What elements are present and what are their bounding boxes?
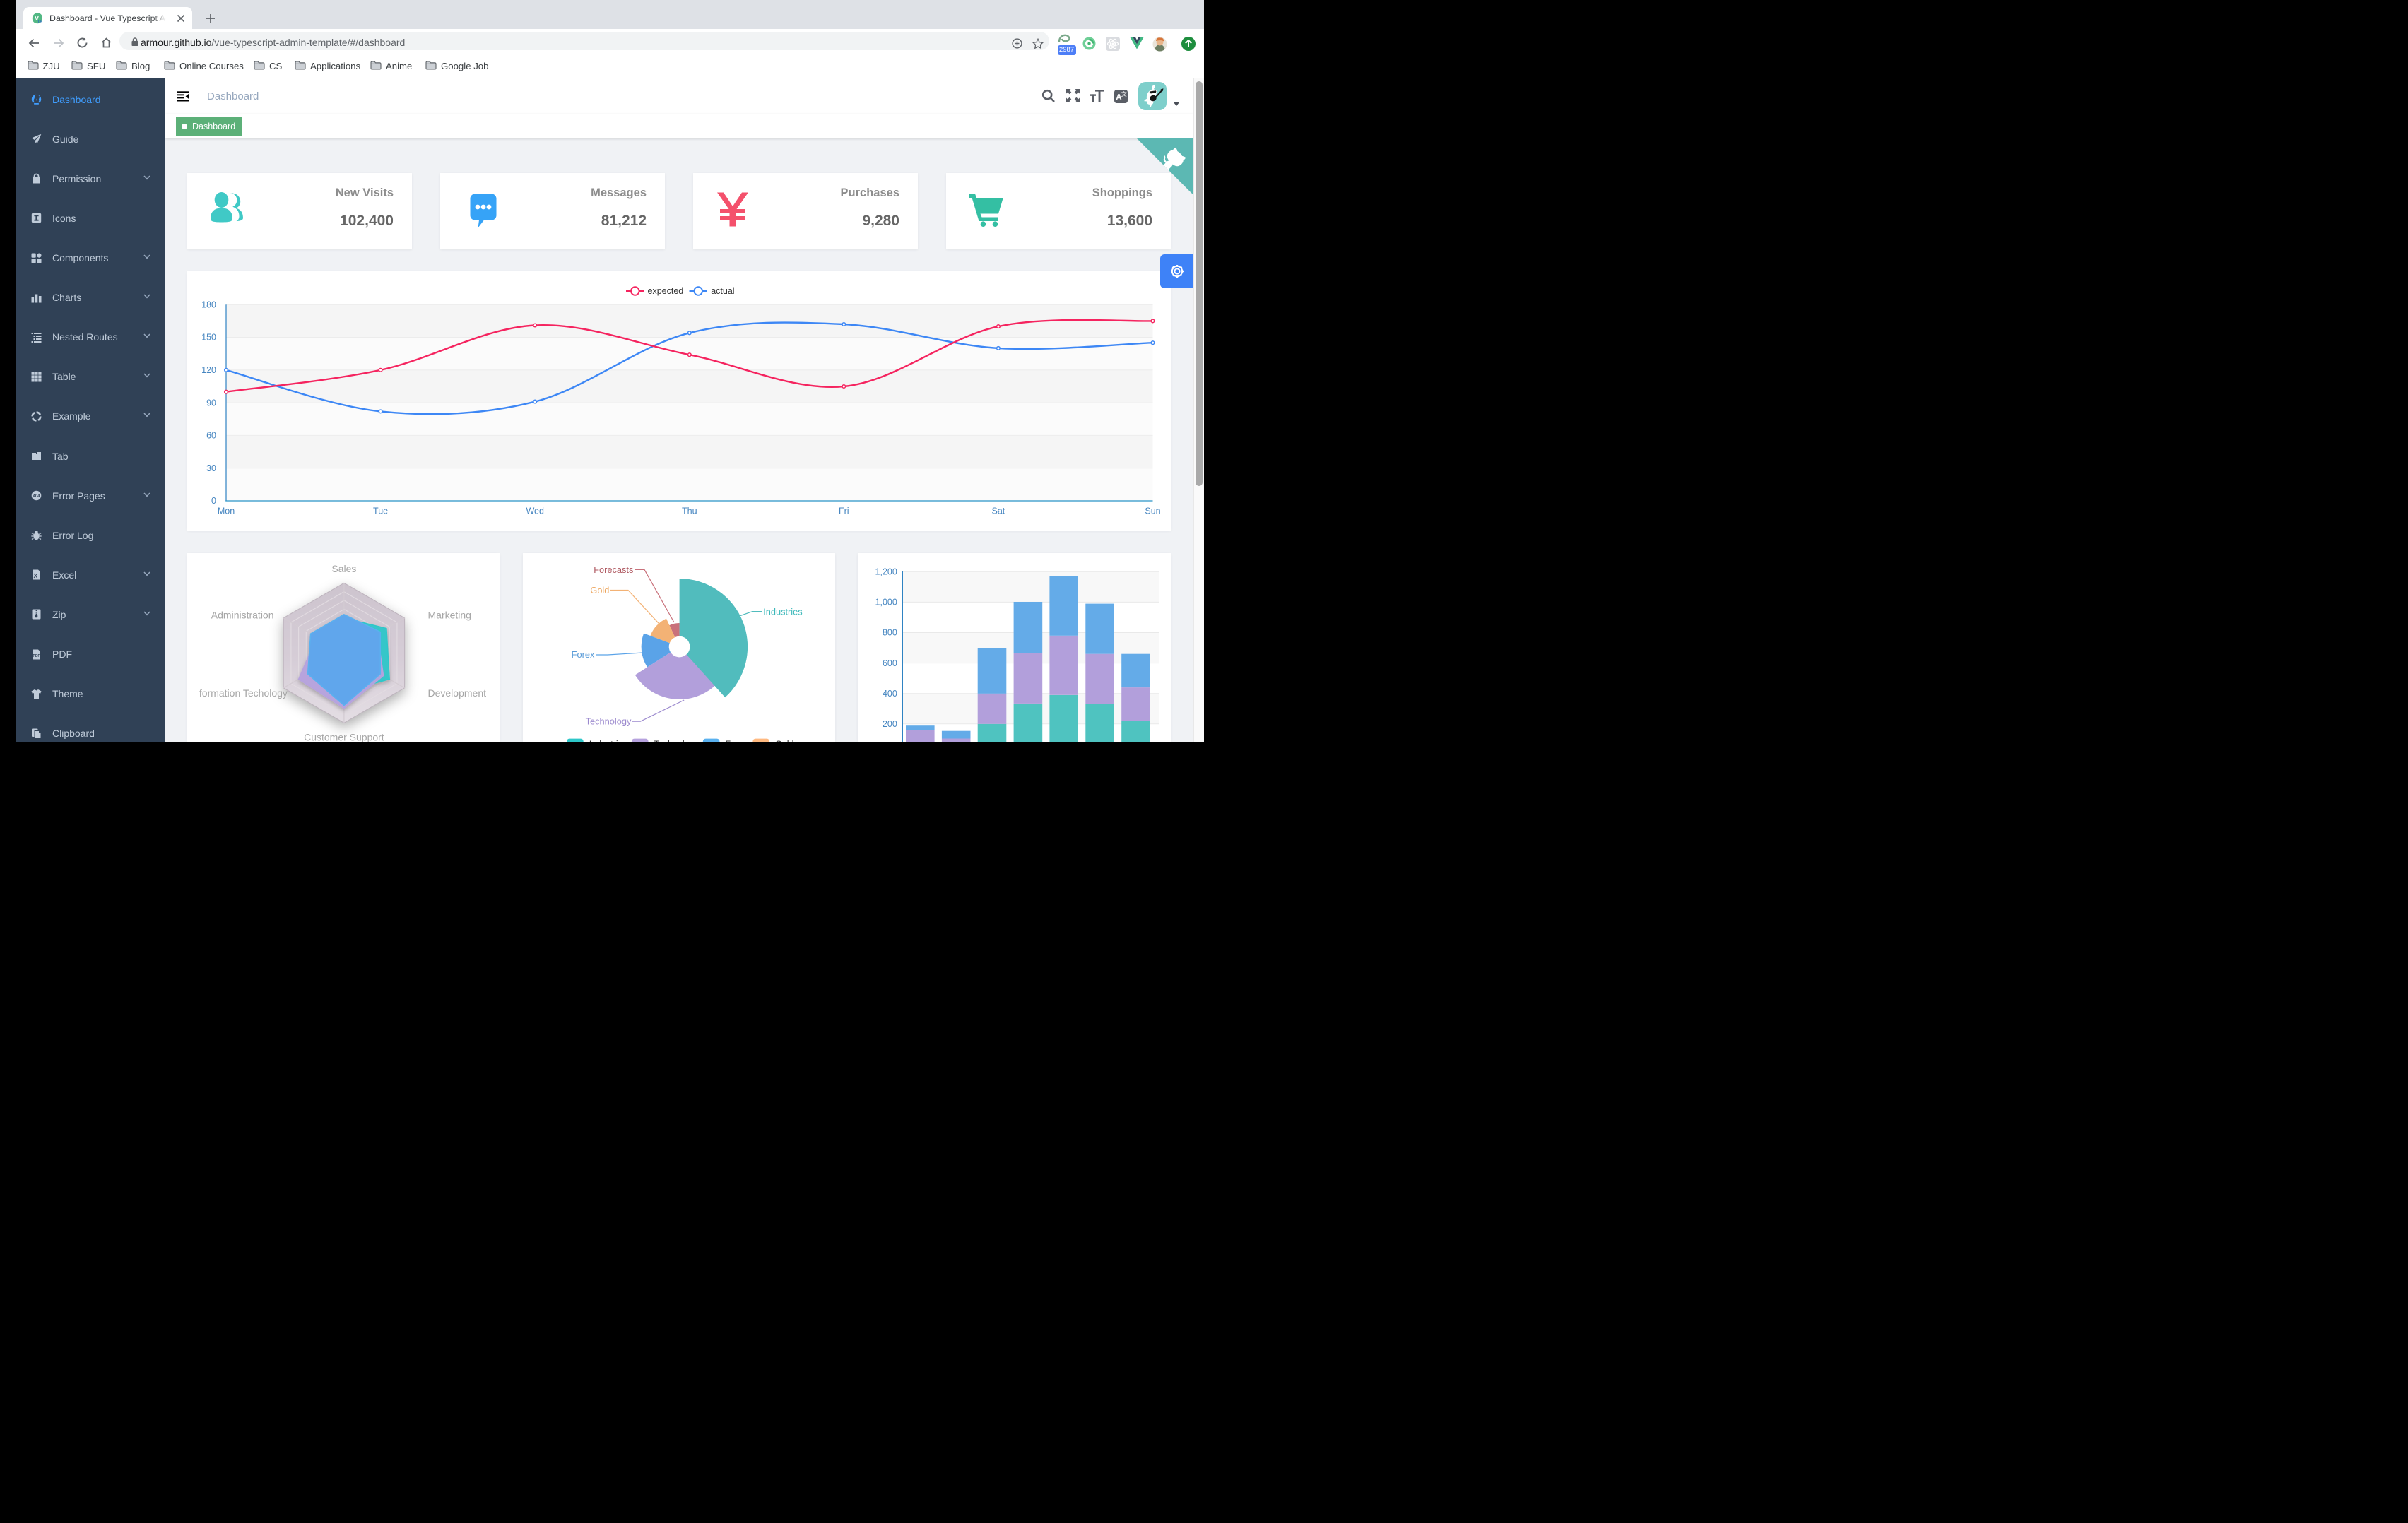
svg-text:PDF: PDF [33, 654, 40, 658]
svg-text:TS: TS [37, 20, 42, 24]
svg-text:A: A [1116, 92, 1122, 102]
svg-text:404: 404 [33, 494, 40, 499]
svg-text:V: V [35, 15, 39, 22]
svg-text:文: 文 [1121, 90, 1126, 97]
